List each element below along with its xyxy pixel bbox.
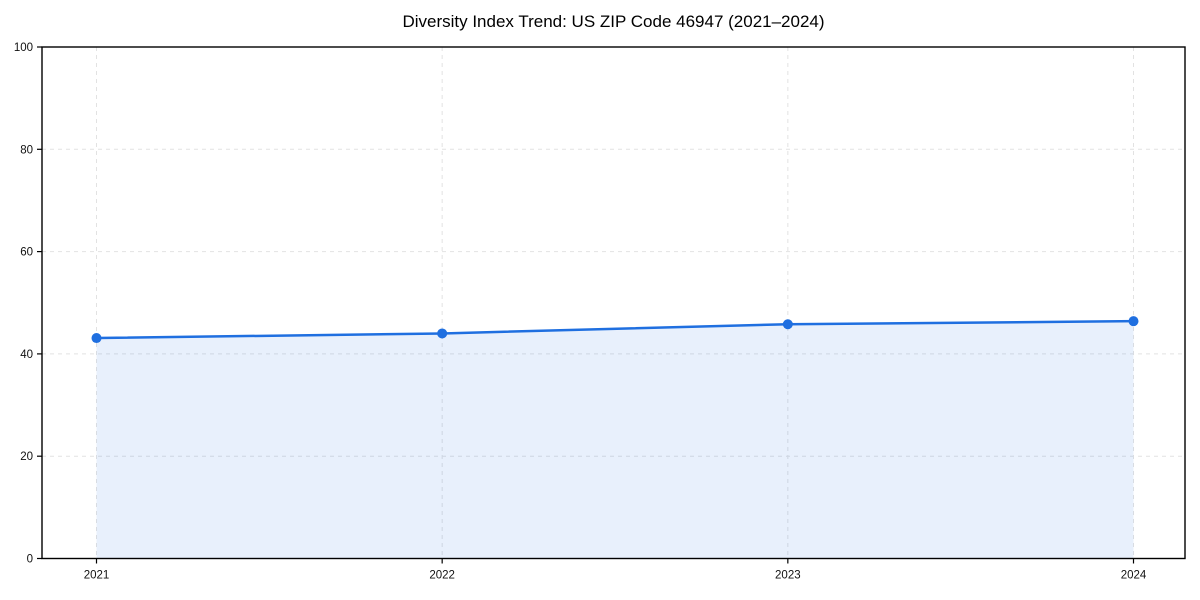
y-tick-label: 100 [14, 42, 33, 54]
y-tick-label: 60 [20, 247, 33, 259]
y-tick-label: 0 [27, 554, 33, 566]
trend-line [95, 319, 1135, 340]
data-point-marker [1128, 316, 1139, 327]
y-tick-label: 40 [20, 349, 33, 361]
x-tick-label: 2022 [429, 570, 455, 582]
x-tick-label: 2023 [775, 570, 801, 582]
y-tick-label: 20 [20, 451, 33, 463]
x-tick-label: 2024 [1121, 570, 1147, 582]
area-fill [96, 321, 1134, 559]
plot-border [41, 46, 1186, 560]
x-tick-label: 2021 [84, 570, 110, 582]
chart-title: Diversity Index Trend: US ZIP Code 46947… [402, 12, 825, 31]
data-point-marker [91, 333, 102, 344]
y-tick-label: 80 [20, 144, 33, 156]
data-point-marker [437, 328, 448, 339]
data-point-marker [782, 319, 793, 330]
